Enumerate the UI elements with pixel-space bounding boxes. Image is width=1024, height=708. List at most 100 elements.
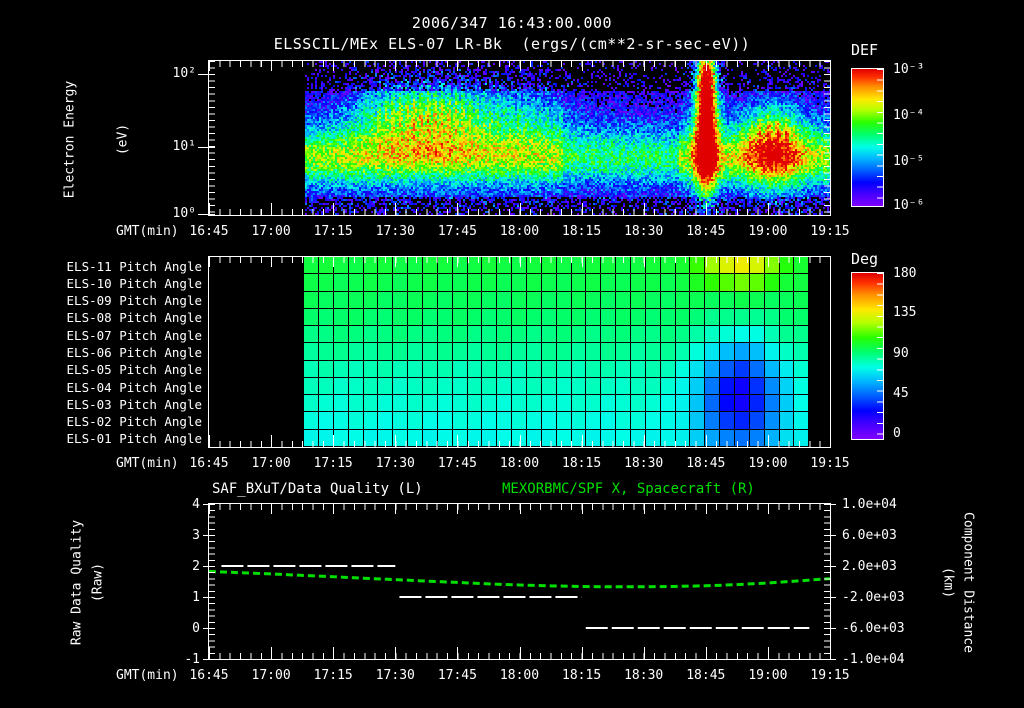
- panel3-left-ytick-label: 4: [192, 497, 200, 512]
- pitch-angle-cell: [319, 326, 334, 344]
- pitch-angle-cell: [304, 326, 320, 344]
- pitch-angle-cell: [527, 360, 542, 378]
- pitch-angle-cell: [720, 308, 736, 327]
- pitch-angle-cell: [408, 291, 424, 309]
- pitch-angle-cell: [571, 274, 587, 292]
- pitch-angle-cell: [319, 360, 334, 378]
- pitch-angle-cell: [423, 395, 438, 413]
- pitch-angle-cell: [749, 377, 765, 396]
- pitch-angle-cell: [497, 257, 513, 275]
- pitch-angle-cell: [467, 291, 483, 309]
- pitch-angle-cell: [304, 291, 320, 309]
- pitch-angle-cell: [645, 308, 661, 327]
- pitch-angle-cell: [527, 257, 542, 275]
- panel3-left-ytick-label: 1: [192, 590, 200, 605]
- xtick-label: 18:30: [624, 224, 664, 239]
- pitch-angle-cell: [631, 429, 646, 447]
- deg-colorbar: [851, 272, 884, 440]
- pitch-angle-cell: [333, 291, 349, 309]
- pitch-angle-row-label: ELS-08 Pitch Angle: [66, 310, 202, 326]
- pitch-angle-cell: [556, 257, 572, 275]
- pitch-angle-cell: [497, 343, 513, 361]
- pitch-angle-cell: [348, 308, 364, 327]
- pitch-angle-cell: [452, 308, 468, 327]
- pitch-angle-cell: [304, 429, 320, 447]
- pitch-angle-cell: [527, 377, 542, 396]
- pitch-angle-cell: [467, 395, 483, 413]
- pitch-angle-cell: [452, 291, 468, 309]
- pitch-angle-cell: [735, 343, 750, 361]
- pitch-angle-cell: [467, 412, 483, 430]
- pitch-angle-cell: [631, 412, 646, 430]
- pitch-angle-cell: [794, 308, 810, 327]
- pitch-angle-cell: [705, 274, 721, 292]
- pitch-angle-cell: [541, 257, 557, 275]
- pitch-angle-cell: [556, 377, 572, 396]
- pitch-angle-cell: [705, 429, 721, 447]
- pitch-angle-cell: [304, 257, 320, 275]
- pitch-angle-cell: [304, 377, 320, 396]
- pitch-angle-cell: [482, 291, 498, 309]
- pitch-angle-cell: [720, 395, 736, 413]
- pitch-angle-cell: [586, 360, 602, 378]
- pitch-angle-cell: [794, 360, 810, 378]
- pitch-angle-cell: [631, 291, 646, 309]
- panel3-left-ytick-label: 2: [192, 559, 200, 574]
- pitch-angle-cell: [512, 291, 528, 309]
- plot-timestamp-title: 2006/347 16:43:00.000: [411, 14, 613, 32]
- pitch-angle-cell: [467, 429, 483, 447]
- pitch-angle-cell: [512, 412, 528, 430]
- def-colorbar-ticks: [877, 69, 884, 206]
- pitch-angle-cell: [423, 291, 438, 309]
- pitch-angle-cell: [720, 377, 736, 396]
- xtick-label: 18:45: [686, 224, 726, 239]
- pitch-angle-cell: [660, 360, 676, 378]
- pitch-angle-cell: [333, 377, 349, 396]
- pitch-angle-cell: [393, 291, 409, 309]
- deg-colorbar-tick-0: 0: [893, 426, 901, 441]
- xtick-label: 17:45: [437, 224, 477, 239]
- pitch-angle-cell: [660, 257, 676, 275]
- pitch-angle-cell: [571, 308, 587, 327]
- pitch-angle-cell: [348, 257, 364, 275]
- pitch-angle-cell: [749, 343, 765, 361]
- pitch-angle-cell: [437, 308, 453, 327]
- pitch-angle-cell: [571, 395, 587, 413]
- pitch-angle-cell: [586, 274, 602, 292]
- panel1-ytick-100: 10²: [172, 66, 196, 81]
- pitch-angle-cell: [304, 274, 320, 292]
- pitch-angle-cell: [393, 377, 409, 396]
- pitch-angle-cell: [333, 326, 349, 344]
- pitch-angle-cell: [333, 274, 349, 292]
- pitch-angle-cell: [378, 326, 394, 344]
- pitch-angle-cell: [482, 343, 498, 361]
- pitch-angle-cell: [586, 308, 602, 327]
- def-colorbar-tick-3: 10⁻⁶: [893, 198, 925, 213]
- pitch-angle-cell: [571, 429, 587, 447]
- pitch-angle-cell: [690, 257, 706, 275]
- panel3-ylabel-right-line1: Component Distance: [960, 512, 976, 653]
- pitch-angle-cell: [333, 343, 349, 361]
- pitch-angle-cell: [675, 291, 691, 309]
- pitch-angle-cell: [660, 429, 676, 447]
- pitch-angle-cell: [408, 429, 424, 447]
- pitch-angle-cell: [631, 326, 646, 344]
- pitch-angle-cell: [304, 308, 320, 327]
- pitch-angle-cell: [794, 291, 810, 309]
- pitch-angle-cell: [720, 274, 736, 292]
- pitch-angle-cell: [423, 257, 438, 275]
- pitch-angle-cell: [690, 308, 706, 327]
- pitch-angle-cell: [675, 360, 691, 378]
- pitch-angle-cell: [764, 343, 780, 361]
- xtick-label: 18:30: [624, 456, 664, 471]
- panel3-right-ytick-label: -6.0e+03: [842, 621, 905, 636]
- pitch-angle-cell: [556, 412, 572, 430]
- pitch-angle-cell: [601, 257, 617, 275]
- xtick-label: 16:45: [189, 456, 229, 471]
- pitch-angle-cell: [378, 429, 394, 447]
- pitch-angle-cell: [393, 412, 409, 430]
- pitch-angle-cell: [720, 257, 736, 275]
- pitch-angle-cell: [735, 377, 750, 396]
- pitch-angle-cell: [512, 343, 528, 361]
